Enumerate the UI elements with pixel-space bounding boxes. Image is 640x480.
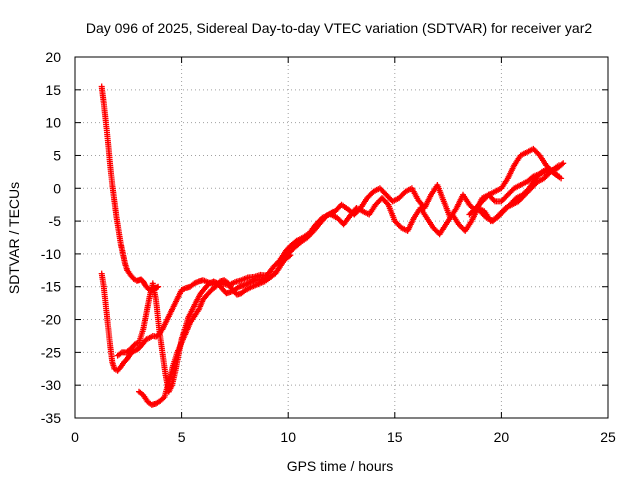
plot-frame xyxy=(74,56,609,419)
y-tick-label: -10 xyxy=(41,246,61,262)
y-tick-label: -30 xyxy=(41,377,61,393)
series-2-points xyxy=(98,208,339,374)
y-tick-label: 0 xyxy=(53,180,61,196)
y-tick-label: 15 xyxy=(45,82,61,98)
y-tick-label: -35 xyxy=(41,410,61,426)
series-7-points xyxy=(466,145,562,218)
series-2 xyxy=(98,208,339,374)
grid-lines xyxy=(75,57,608,418)
x-tick-label: 20 xyxy=(494,429,510,445)
y-tick-label: 10 xyxy=(45,115,61,131)
series-1-points xyxy=(98,83,162,294)
data-markers xyxy=(98,83,567,408)
series-8-points xyxy=(477,160,567,225)
y-tick-label: -15 xyxy=(41,279,61,295)
x-tick-label: 0 xyxy=(71,429,79,445)
series-7 xyxy=(466,145,562,218)
series-8 xyxy=(477,160,567,225)
x-axis-label: GPS time / hours xyxy=(287,458,394,474)
x-tick-label: 5 xyxy=(178,429,186,445)
x-tick-label: 25 xyxy=(600,429,616,445)
y-tick-label: -5 xyxy=(49,213,62,229)
series-1 xyxy=(98,83,162,294)
series-4-points xyxy=(136,252,294,408)
y-tick-label: 5 xyxy=(53,147,61,163)
y-axis-label: SDTVAR / TECUs xyxy=(6,182,22,294)
y-tick-label: 20 xyxy=(45,49,61,65)
y-tick-label: -25 xyxy=(41,344,61,360)
axis-ticks: 0 5 10 15 20 25 20 15 10 5 0 -5 -10 -15 -20 -25 -30 -35 xyxy=(41,49,616,445)
chart-title: Day 096 of 2025, Sidereal Day-to-day VTE… xyxy=(86,20,592,36)
x-tick-label: 10 xyxy=(280,429,296,445)
y-tick-label: -20 xyxy=(41,312,61,328)
x-tick-label: 15 xyxy=(387,429,403,445)
series-4 xyxy=(136,252,294,408)
